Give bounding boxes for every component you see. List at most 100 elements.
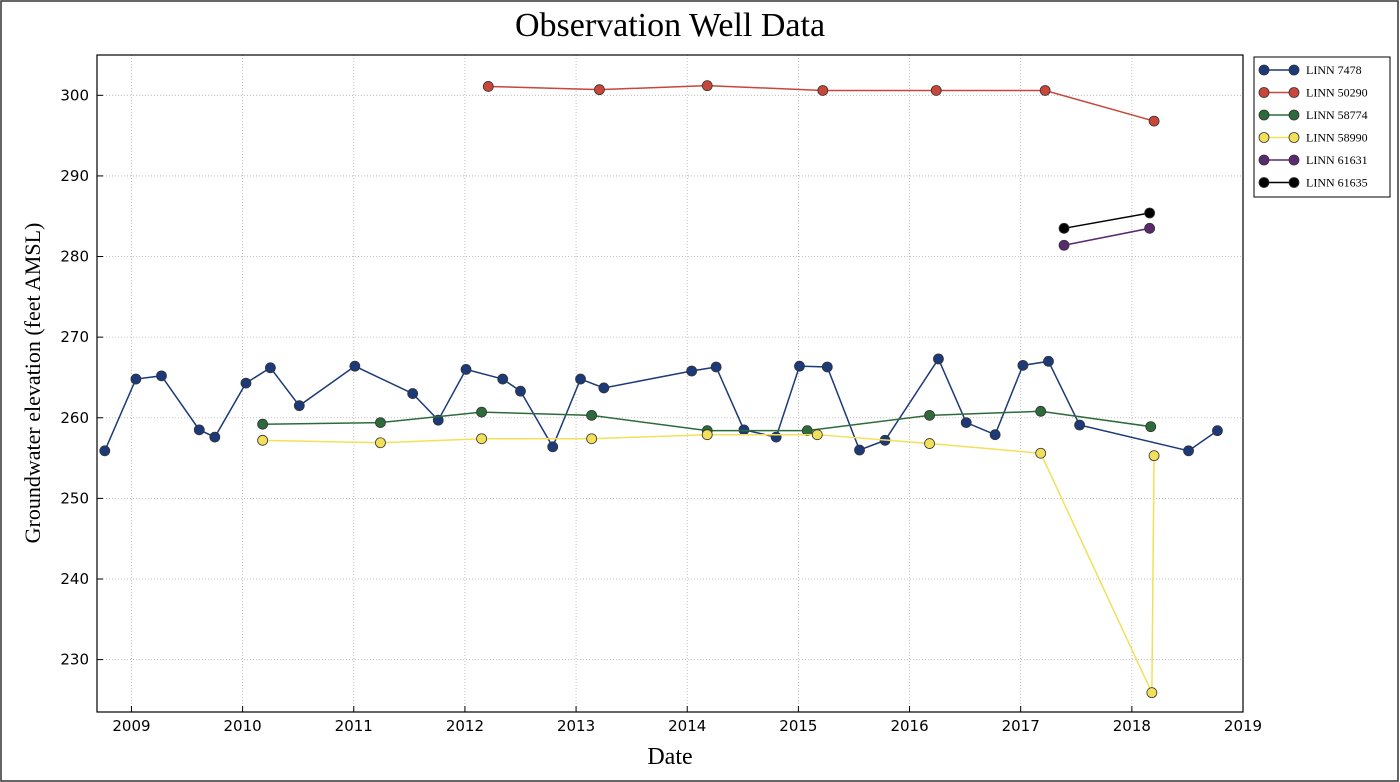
data-point <box>1144 222 1156 234</box>
y-axis-label: Groundwater elevation (feet AMSL) <box>20 223 45 544</box>
x-tick-label: 2009 <box>112 717 150 735</box>
plot-area <box>99 80 1223 699</box>
y-tick-label: 240 <box>60 570 89 588</box>
data-point <box>989 429 1001 441</box>
data-point <box>1035 447 1047 459</box>
y-tick-label: 230 <box>60 651 89 669</box>
data-point <box>209 431 221 443</box>
series-line <box>262 433 1155 693</box>
data-point <box>1074 419 1086 431</box>
ticks: 2009 2010 2011 2012 2013 2014 2015 2016 2017 2018… <box>60 86 1262 735</box>
legend-marker <box>1288 177 1300 188</box>
data-point <box>547 441 559 453</box>
series-line <box>1063 227 1150 246</box>
data-point <box>686 365 698 377</box>
y-tick-label: 270 <box>60 328 89 346</box>
data-point <box>710 361 722 373</box>
data-point <box>432 414 444 426</box>
legend: LINN 7478 LINN 50290 LINN 58774 LINN 58990 L… <box>1253 56 1391 198</box>
data-point <box>1183 445 1194 457</box>
data-point <box>598 382 610 394</box>
x-tick-label: 2018 <box>1113 717 1151 735</box>
data-point <box>407 388 419 399</box>
legend-marker <box>1258 64 1270 76</box>
data-point <box>738 424 750 436</box>
data-point <box>240 377 252 389</box>
y-tick-label: 290 <box>60 167 89 185</box>
x-axis-label: Date <box>647 744 692 770</box>
grid <box>97 55 1244 712</box>
data-point <box>1058 222 1070 234</box>
data-point <box>460 363 472 375</box>
data-point <box>476 433 487 445</box>
data-point <box>770 431 782 443</box>
y-tick-label: 260 <box>60 409 89 427</box>
data-point <box>99 445 111 457</box>
data-point <box>1145 421 1157 433</box>
data-point <box>933 353 944 365</box>
legend-marker <box>1258 177 1270 188</box>
x-tick-label: 2010 <box>224 717 262 735</box>
x-tick-label: 2014 <box>668 717 706 735</box>
data-point <box>293 400 305 412</box>
data-point <box>482 81 494 92</box>
x-tick-label: 2013 <box>557 717 595 735</box>
data-point <box>794 360 805 372</box>
data-point <box>586 433 598 445</box>
legend-marker <box>1258 109 1270 121</box>
data-point <box>349 360 361 372</box>
legend-marker <box>1288 64 1300 76</box>
legend-label: LINN 61631 <box>1306 153 1368 167</box>
data-point <box>930 85 942 96</box>
y-tick-label: 300 <box>60 86 89 104</box>
data-point <box>1148 450 1160 462</box>
legend-marker <box>1258 154 1270 166</box>
data-point <box>811 429 823 441</box>
legend-marker <box>1288 132 1300 143</box>
data-point <box>1146 687 1158 699</box>
data-point <box>821 361 833 373</box>
data-point <box>1043 355 1054 367</box>
data-point <box>375 437 386 449</box>
data-point <box>1017 359 1029 371</box>
data-point <box>801 425 813 437</box>
legend-box <box>1253 56 1391 198</box>
legend-label: LINN 61635 <box>1306 176 1368 190</box>
data-point <box>375 417 386 428</box>
data-point <box>701 80 713 92</box>
data-point <box>1039 85 1051 96</box>
legend-label: LINN 58774 <box>1306 108 1368 122</box>
series-line <box>1063 212 1150 230</box>
data-point <box>193 424 205 436</box>
x-tick-label: 2012 <box>446 717 484 735</box>
legend-label: LINN 7478 <box>1306 63 1362 77</box>
legend-marker <box>1288 87 1300 98</box>
legend-label: LINN 58990 <box>1306 131 1368 145</box>
data-point <box>960 417 972 428</box>
data-point <box>257 434 269 446</box>
data-point <box>1212 425 1223 437</box>
chart-title: Observation Well Data <box>515 7 825 44</box>
data-point <box>575 373 586 385</box>
data-point <box>1058 239 1070 251</box>
data-point <box>594 84 605 96</box>
legend-marker <box>1258 132 1270 143</box>
y-tick-label: 250 <box>60 489 89 507</box>
legend-marker <box>1288 109 1300 121</box>
data-point <box>854 444 865 456</box>
x-tick-label: 2016 <box>890 717 928 735</box>
x-tick-label: 2017 <box>1002 717 1040 735</box>
data-point <box>130 373 142 385</box>
data-point <box>497 373 509 385</box>
x-tick-label: 2019 <box>1224 717 1262 735</box>
data-point <box>1148 115 1160 127</box>
legend-label: LINN 50290 <box>1306 86 1368 100</box>
legend-marker <box>1288 154 1300 166</box>
data-point <box>586 409 598 421</box>
data-point <box>1144 207 1156 219</box>
data-point <box>265 362 276 374</box>
data-point <box>924 438 935 449</box>
data-point <box>924 409 935 421</box>
data-point <box>476 406 487 418</box>
data-point <box>817 85 829 96</box>
